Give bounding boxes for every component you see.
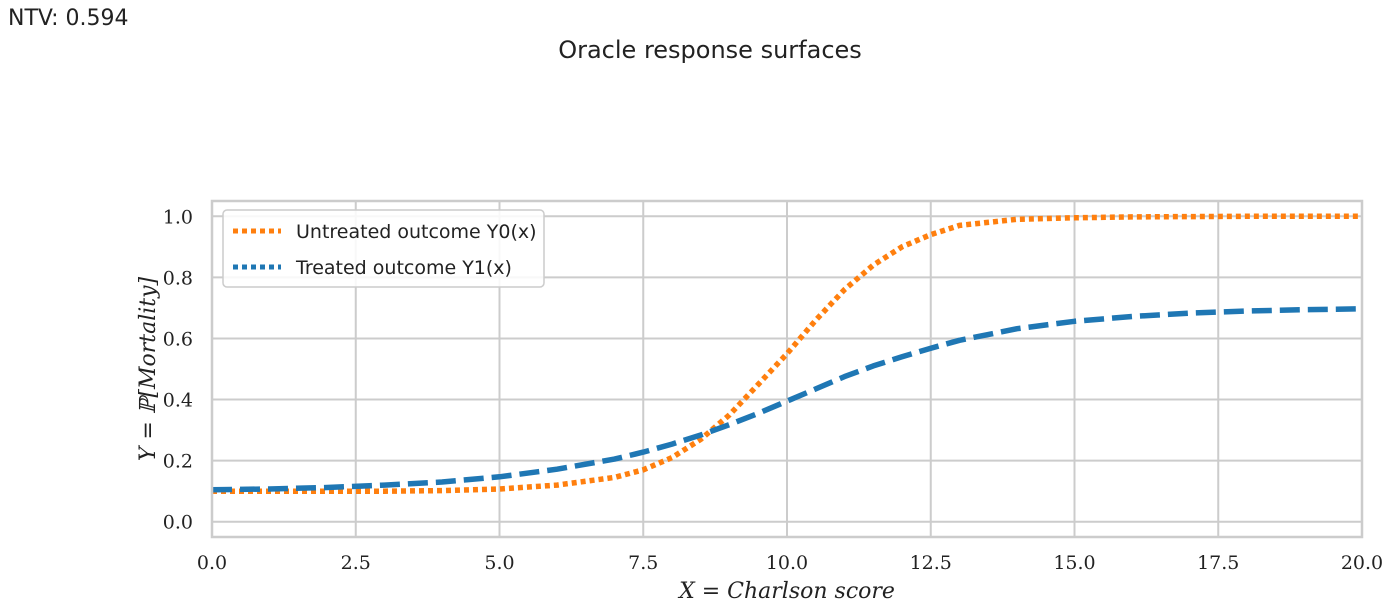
x-tick-label: 15.0	[1053, 552, 1095, 574]
legend-label-treated: Treated outcome Y1(x)	[295, 257, 512, 279]
y-tick-label: 0.8	[163, 267, 193, 289]
series-lines	[211, 213, 1363, 494]
legend-box	[222, 209, 545, 288]
y-axis-label: Y = ℙ[Mortality]	[136, 276, 161, 461]
x-axis-label: X = Charlson score	[677, 579, 895, 604]
plot-frame	[210, 199, 1364, 539]
y-tick-label: 0.2	[163, 451, 193, 473]
legend-label-untreated: Untreated outcome Y0(x)	[296, 221, 537, 243]
legend: Untreated outcome Y0(x) Treated outcome …	[222, 209, 545, 288]
x-tick-label: 2.5	[341, 552, 371, 574]
series-line-untreated	[212, 213, 1362, 494]
y-tick-label: 0.4	[163, 390, 193, 412]
x-tick-label: 0.0	[197, 552, 227, 574]
x-tick-label: 5.0	[484, 552, 514, 574]
tick-labels: 0.0 2.5 5.0 7.5 10.0 12.5 15.0 17.5 20.0 0.0 0.2 0.…	[163, 206, 1383, 574]
chart-title: Oracle response surfaces	[558, 36, 862, 64]
x-tick-label: 12.5	[910, 552, 952, 574]
x-tick-label: 10.0	[766, 552, 808, 574]
ntv-annotation: NTV: 0.594	[8, 6, 129, 31]
x-tick-label: 20.0	[1341, 552, 1383, 574]
x-tick-label: 17.5	[1197, 552, 1239, 574]
x-tick-label: 7.5	[628, 552, 658, 574]
y-tick-label: 0.6	[163, 328, 193, 350]
y-tick-label: 0.0	[163, 512, 193, 534]
y-tick-label: 1.0	[163, 206, 193, 228]
series-line-treated	[211, 306, 1363, 493]
